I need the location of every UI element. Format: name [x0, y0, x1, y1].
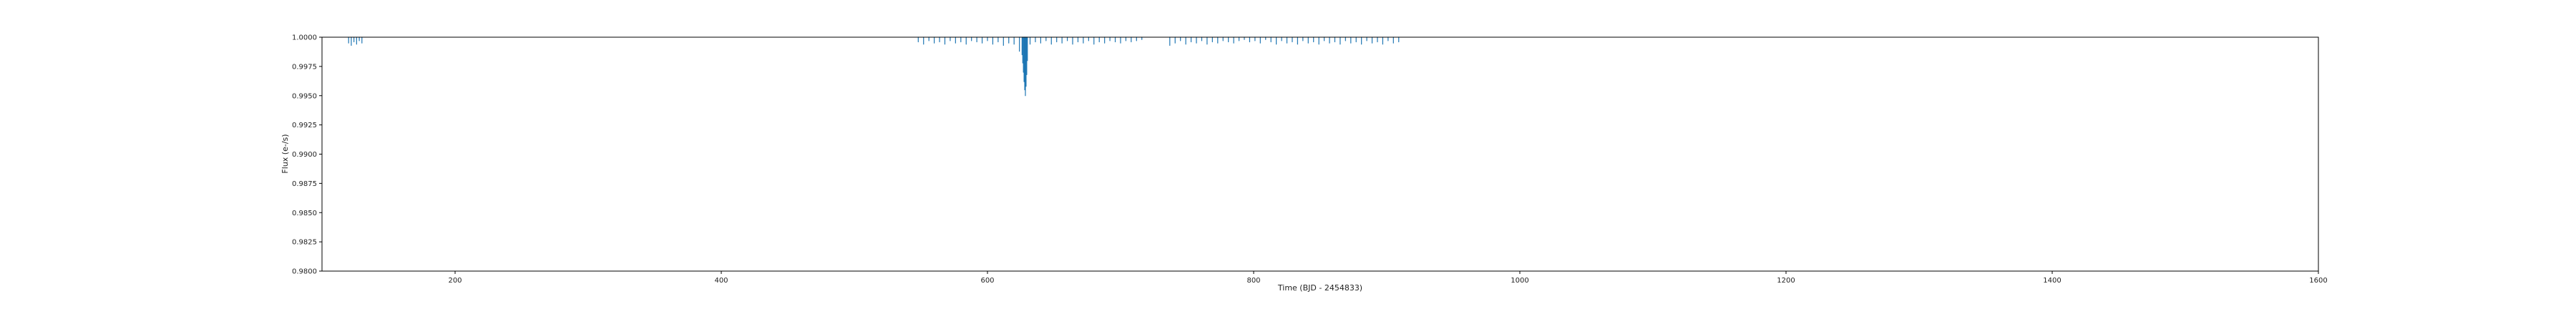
- x-tick-label: 1600: [2309, 277, 2327, 285]
- y-tick-label: 0.9875: [292, 180, 317, 188]
- x-tick-label: 1000: [1511, 277, 1528, 285]
- y-tick-label: 1.0000: [292, 34, 317, 42]
- y-axis-label: Flux (e-/s): [280, 134, 290, 173]
- y-tick-label: 0.9950: [292, 92, 317, 100]
- y-tick-label: 0.9850: [292, 210, 317, 217]
- x-tick-label: 600: [980, 277, 994, 285]
- x-tick-label: 200: [448, 277, 462, 285]
- y-tick-label: 0.9800: [292, 268, 317, 276]
- y-axis: 0.9800 0.9825 0.9850 0.9875 0.9900 0.9925 0.99…: [292, 34, 322, 276]
- y-tick-label: 0.9975: [292, 63, 317, 71]
- x-tick-label: 1200: [1777, 277, 1795, 285]
- x-tick-label: 1400: [2043, 277, 2061, 285]
- x-tick-label: 400: [714, 277, 728, 285]
- y-tick-label: 0.9925: [292, 122, 317, 129]
- y-tick-label: 0.9900: [292, 151, 317, 159]
- data-points: [348, 36, 1400, 97]
- x-axis-label: Time (BJD - 2454833): [1277, 283, 1362, 293]
- x-axis: 200 400 600 800 1000 1200 1400 1600: [448, 271, 2328, 285]
- x-tick-label: 800: [1246, 277, 1260, 285]
- y-tick-label: 0.9825: [292, 239, 317, 247]
